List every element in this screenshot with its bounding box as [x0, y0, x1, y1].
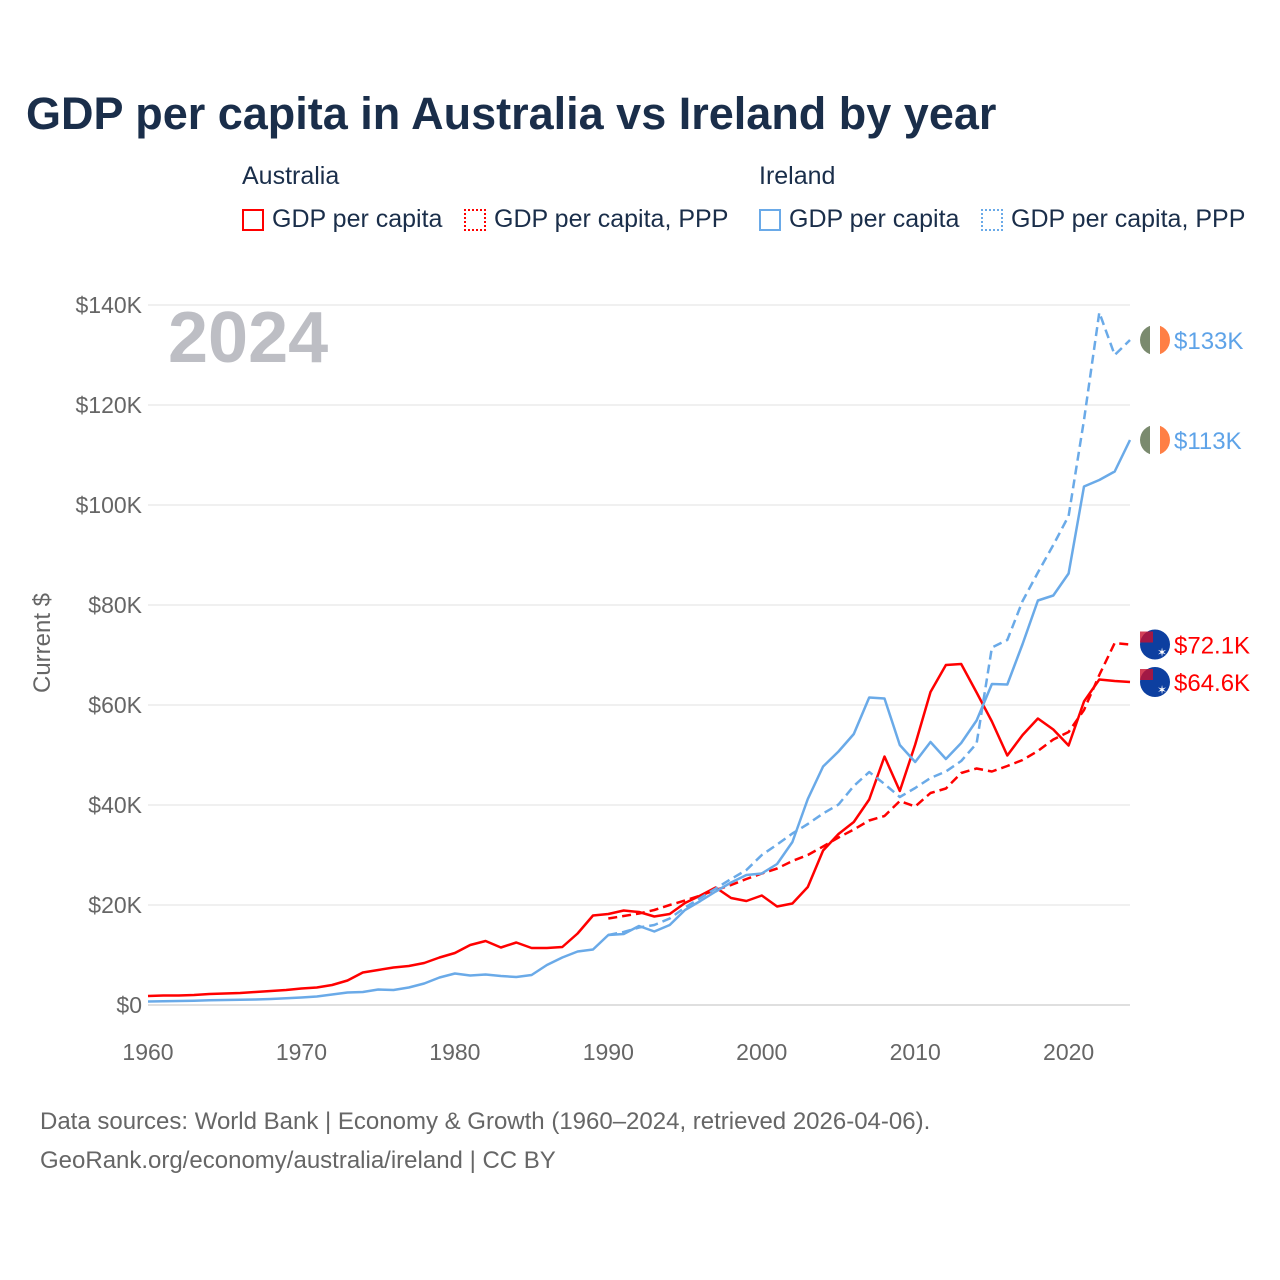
y-tick-label: $60K: [88, 692, 142, 718]
x-tick-label: 2000: [736, 1039, 787, 1065]
footer-sources: Data sources: World Bank | Economy & Gro…: [40, 1108, 931, 1135]
svg-text:✶: ✶: [1157, 683, 1167, 697]
y-tick-label: $140K: [75, 292, 142, 318]
australia-flag-icon: ✶: [1140, 667, 1170, 697]
x-tick-label: 1980: [429, 1039, 480, 1065]
y-tick-label: $20K: [88, 892, 142, 918]
legend-item-australia-gdp[interactable]: GDP per capita: [242, 205, 442, 234]
x-tick-label: 2010: [890, 1039, 941, 1065]
year-watermark: 2024: [168, 298, 328, 378]
legend-group-ireland: Ireland: [759, 162, 836, 190]
australia-flag-icon: ✶: [1140, 629, 1170, 660]
legend-label: GDP per capita, PPP: [494, 205, 729, 233]
y-tick-label: $40K: [88, 792, 142, 818]
series-line-2: [147, 439, 1132, 1003]
x-tick-label: 1970: [276, 1039, 327, 1065]
legend-label: GDP per capita: [272, 205, 443, 233]
y-tick-label: $100K: [75, 492, 142, 518]
legend-label: GDP per capita: [789, 205, 960, 233]
legend-label: GDP per capita, PPP: [1011, 205, 1246, 233]
y-tick-label: $120K: [75, 392, 142, 418]
legend-item-ireland-gdp[interactable]: GDP per capita: [759, 205, 959, 234]
series-line-3: [608, 311, 1131, 937]
end-value-label: $133K: [1174, 328, 1243, 355]
legend-swatch-solid-blue: [759, 208, 781, 231]
series-line-0: [147, 662, 1131, 998]
legend-group-australia: Australia: [242, 162, 340, 190]
end-value-label: $64.6K: [1174, 670, 1250, 697]
x-tick-label: 1990: [583, 1039, 634, 1065]
legend-item-australia-ppp[interactable]: GDP per capita, PPP: [464, 205, 728, 234]
y-tick-label: $0: [116, 992, 142, 1018]
y-axis-label: Current $: [29, 593, 56, 693]
y-tick-label: $80K: [88, 592, 142, 618]
legend-swatch-solid-red: [242, 208, 264, 231]
series-line-1: [608, 641, 1131, 920]
end-value-label: $113K: [1174, 428, 1242, 455]
end-value-label: $72.1K: [1174, 633, 1250, 660]
svg-text:✶: ✶: [1157, 646, 1167, 660]
legend-item-ireland-ppp[interactable]: GDP per capita, PPP: [981, 205, 1245, 234]
ireland-flag-icon: [1140, 325, 1170, 355]
legend-swatch-dotted-blue: [981, 208, 1003, 231]
ireland-flag-icon: [1140, 425, 1170, 455]
footer-link[interactable]: GeoRank.org/economy/australia/ireland | …: [40, 1147, 556, 1174]
x-tick-label: 1960: [122, 1039, 173, 1065]
legend-swatch-dotted-red: [464, 208, 486, 231]
chart-title: GDP per capita in Australia vs Ireland b…: [26, 88, 997, 139]
x-tick-label: 2020: [1043, 1039, 1094, 1065]
